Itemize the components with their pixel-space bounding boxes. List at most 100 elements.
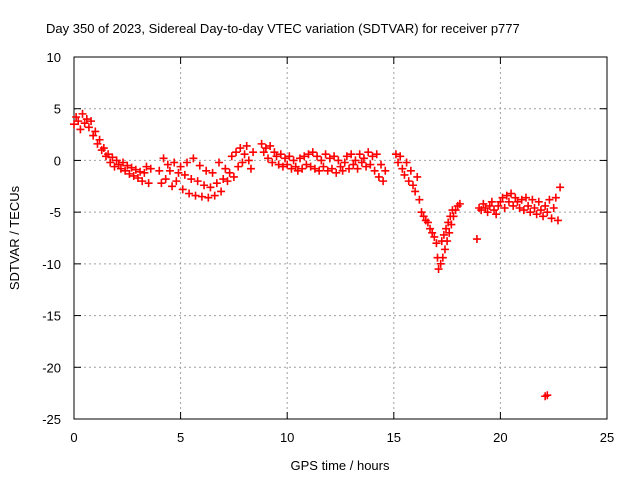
data-point: [534, 197, 543, 206]
data-point: [364, 148, 373, 157]
x-tick-label: 5: [177, 430, 184, 445]
data-point: [442, 224, 451, 233]
data-point: [539, 212, 548, 221]
data-point: [372, 150, 381, 159]
data-point: [293, 166, 302, 175]
data-point: [178, 185, 187, 194]
data-point: [95, 135, 104, 144]
data-point: [302, 160, 311, 169]
data-point: [142, 162, 151, 171]
data-point: [268, 158, 277, 167]
data-point: [136, 167, 145, 176]
data-point: [84, 123, 93, 132]
data-point: [396, 152, 405, 161]
data-point: [340, 158, 349, 167]
x-tick-label: 15: [387, 430, 401, 445]
data-point: [411, 187, 420, 196]
data-point: [291, 162, 300, 171]
data-point: [87, 117, 96, 126]
data-point: [221, 164, 230, 173]
data-point: [426, 224, 435, 233]
y-tick-label: -15: [42, 309, 61, 324]
data-point: [319, 162, 328, 171]
data-point: [487, 197, 496, 206]
data-point: [76, 125, 85, 134]
data-point: [336, 162, 345, 171]
data-point: [357, 158, 366, 167]
data-point: [272, 152, 281, 161]
data-point: [172, 177, 181, 186]
data-point: [206, 183, 215, 192]
data-point: [195, 161, 204, 170]
data-point: [259, 148, 268, 157]
data-point: [140, 168, 149, 177]
data-point: [80, 119, 89, 128]
data-point: [419, 212, 428, 221]
data-point: [556, 183, 565, 192]
data-point: [202, 166, 211, 175]
data-point: [511, 193, 520, 202]
data-point: [321, 150, 330, 159]
data-point: [125, 169, 134, 178]
data-point: [353, 164, 362, 173]
data-point: [448, 206, 457, 215]
data-point: [423, 218, 432, 227]
data-point: [119, 158, 128, 167]
data-point: [121, 166, 130, 175]
data-point: [127, 163, 136, 172]
data-point: [210, 191, 219, 200]
data-point: [370, 166, 379, 175]
data-point: [223, 177, 232, 186]
axis-ticks: [73, 56, 608, 420]
data-point: [528, 195, 537, 204]
y-tick-label: 0: [54, 153, 61, 168]
data-point: [500, 204, 509, 213]
data-point: [434, 265, 443, 274]
data-point: [541, 201, 550, 210]
data-point: [257, 139, 266, 148]
data-point: [345, 164, 354, 173]
data-point: [232, 148, 241, 157]
data-point: [446, 212, 455, 221]
data-point: [229, 172, 238, 181]
data-point: [298, 164, 307, 173]
data-point: [498, 193, 507, 202]
plot-area-border: [73, 56, 608, 420]
data-point: [404, 177, 413, 186]
x-tick-label: 10: [280, 430, 294, 445]
data-point: [413, 172, 422, 181]
data-point: [338, 166, 347, 175]
data-point: [374, 172, 383, 181]
grid: [74, 57, 607, 419]
data-point: [519, 206, 528, 215]
data-point: [74, 117, 83, 126]
data-point: [496, 197, 505, 206]
data-point: [349, 160, 358, 169]
data-point: [242, 141, 251, 150]
data-point: [517, 195, 526, 204]
data-point: [359, 154, 368, 163]
data-point: [168, 182, 177, 191]
data-point: [180, 170, 189, 179]
data-point: [187, 175, 196, 184]
data-point: [264, 154, 273, 163]
data-point: [131, 165, 140, 174]
data-point: [327, 164, 336, 173]
data-point: [93, 139, 102, 148]
y-tick-labels: -25 -20 -15 -10 -5 0 5 10: [42, 50, 61, 427]
data-point: [191, 191, 200, 200]
chart-title: Day 350 of 2023, Sidereal Day-to-day VTE…: [46, 21, 520, 36]
data-point: [161, 175, 170, 184]
data-point: [238, 158, 247, 167]
data-point: [227, 152, 236, 161]
data-point: [108, 153, 117, 162]
data-point: [313, 152, 322, 161]
x-tick-labels: 0 5 10 15 20 25: [70, 430, 614, 445]
data-point: [116, 164, 125, 173]
data-point: [159, 154, 168, 163]
data-point: [217, 187, 226, 196]
data-point: [310, 164, 319, 173]
data-point: [300, 152, 309, 161]
data-point: [479, 199, 488, 208]
data-point: [430, 232, 439, 241]
